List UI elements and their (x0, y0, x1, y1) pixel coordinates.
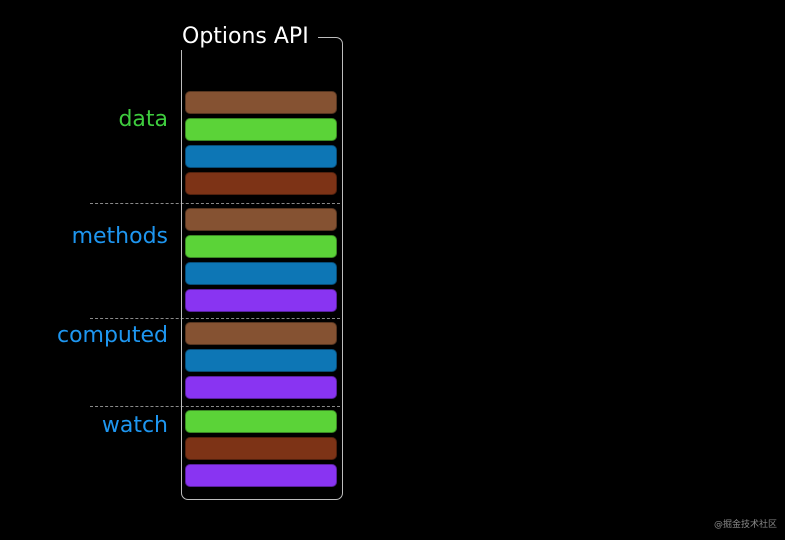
bar-green (185, 410, 337, 433)
bar-blue (185, 145, 337, 168)
section-label-data: data (118, 107, 168, 132)
diagram-title: Options API (180, 24, 318, 50)
watermark: @掘金技术社区 (713, 520, 777, 530)
bar-brown (185, 91, 337, 114)
section-bars-watch (185, 410, 337, 491)
bar-green (185, 118, 337, 141)
bar-rust (185, 437, 337, 460)
bar-blue (185, 349, 337, 372)
section-bars-computed (185, 322, 337, 403)
bar-brown (185, 322, 337, 345)
section-separator (90, 318, 340, 319)
section-bars-data (185, 91, 337, 199)
section-label-methods: methods (71, 224, 168, 249)
bar-rust (185, 172, 337, 195)
section-bars-methods (185, 208, 337, 316)
bar-green (185, 235, 337, 258)
bar-brown (185, 208, 337, 231)
section-separator (90, 406, 340, 407)
bar-purple (185, 464, 337, 487)
bar-blue (185, 262, 337, 285)
section-label-watch: watch (101, 413, 168, 438)
section-label-computed: computed (56, 323, 168, 348)
bar-purple (185, 289, 337, 312)
bar-purple (185, 376, 337, 399)
section-separator (90, 203, 340, 204)
